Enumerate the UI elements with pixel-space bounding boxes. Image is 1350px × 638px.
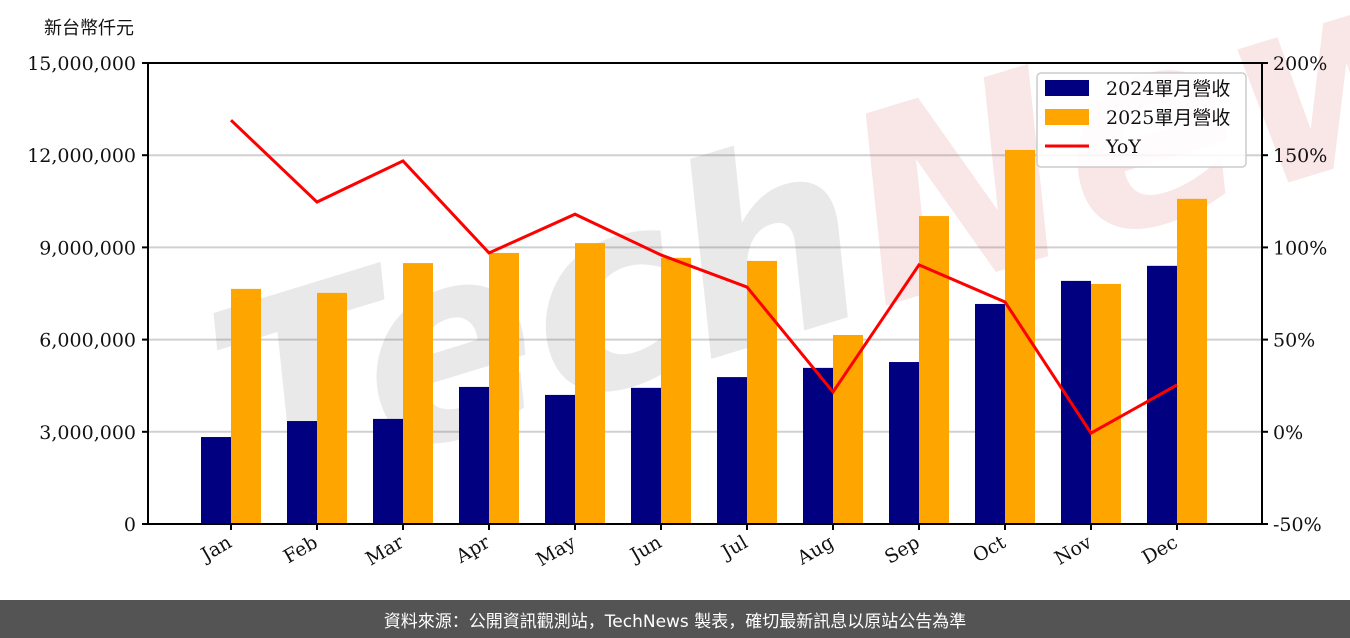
- bar-2024-aug: [803, 367, 833, 524]
- right-tick-label: 100%: [1273, 237, 1327, 259]
- bar-2024-jan: [201, 437, 231, 524]
- legend-label-1: 2025單月營收: [1106, 107, 1230, 129]
- bar-2025-oct: [1005, 149, 1035, 524]
- bar-2024-jul: [717, 377, 747, 524]
- legend-swatch-1: [1045, 109, 1089, 125]
- x-tick-label-apr: Apr: [451, 531, 494, 568]
- legend-swatch-0: [1045, 80, 1089, 96]
- left-tick-label: 15,000,000: [27, 53, 136, 75]
- right-tick-label: 0%: [1273, 422, 1303, 444]
- left-tick-label: 12,000,000: [27, 145, 136, 167]
- bar-2024-may: [545, 394, 575, 524]
- legend: 2024單月營收 2025單月營收 YoY: [1036, 72, 1247, 168]
- right-tick-label: -50%: [1273, 514, 1322, 536]
- bar-2024-nov: [1061, 280, 1091, 524]
- legend-box: [1036, 72, 1247, 168]
- left-tick-label: 3,000,000: [39, 422, 136, 444]
- bar-2025-apr: [489, 252, 519, 524]
- x-tick-label-dec: Dec: [1138, 531, 1181, 569]
- left-tick-label: 6,000,000: [39, 330, 136, 352]
- bar-2025-jun: [661, 257, 691, 524]
- source-footer: 資料來源：公開資訊觀測站，TechNews 製表，確切最新訊息以原站公告為準: [0, 600, 1350, 638]
- bar-2025-may: [575, 243, 605, 524]
- y-axis-unit-label: 新台幣仟元: [44, 18, 134, 39]
- legend-label-2: YoY: [1105, 136, 1141, 158]
- bar-2025-aug: [833, 334, 863, 524]
- footer-text: 資料來源：公開資訊觀測站，TechNews 製表，確切最新訊息以原站公告為準: [383, 611, 967, 632]
- bar-2025-dec: [1177, 198, 1207, 524]
- x-tick-label-aug: Aug: [793, 531, 838, 570]
- bar-2025-jul: [747, 260, 777, 524]
- bar-2024-jun: [631, 387, 661, 524]
- bar-2024-oct: [975, 303, 1005, 524]
- x-tick-label-nov: Nov: [1051, 531, 1096, 570]
- x-tick-label-jun: Jun: [625, 531, 666, 567]
- bar-2025-mar: [403, 263, 433, 524]
- bar-2025-nov: [1091, 283, 1121, 524]
- x-tick-label-jul: Jul: [716, 531, 751, 564]
- plot-frame: [147, 62, 1263, 525]
- right-tick-label: 150%: [1273, 145, 1327, 167]
- x-tick-label-jan: Jan: [196, 531, 236, 567]
- bar-2024-mar: [373, 418, 403, 524]
- left-tick-label: 9,000,000: [39, 237, 136, 259]
- chart-svg: TechNews03,000,0006,000,0009,000,00012,0…: [27, 0, 1350, 571]
- right-tick-label: 200%: [1273, 53, 1327, 75]
- bar-2025-feb: [317, 292, 347, 524]
- bar-2025-jan: [231, 288, 261, 524]
- legend-label-0: 2024單月營收: [1106, 78, 1230, 100]
- bar-2024-apr: [459, 386, 489, 524]
- bar-2025-sep: [919, 216, 949, 524]
- right-tick-label: 50%: [1273, 330, 1315, 352]
- revenue-yoy-chart: TechNews 0 3,000,000 6,000,000 9,000,000 12,0…: [27, 0, 1350, 571]
- x-tick-label-oct: Oct: [969, 531, 1010, 567]
- bar-2024-feb: [287, 421, 317, 524]
- bar-2024-sep: [889, 362, 919, 524]
- yoy-line: [229, 119, 1178, 436]
- left-tick-label: 0: [124, 514, 136, 536]
- x-tick-label-sep: Sep: [881, 531, 924, 568]
- x-tick-label-mar: Mar: [362, 531, 408, 570]
- x-tick-label-may: May: [533, 531, 580, 571]
